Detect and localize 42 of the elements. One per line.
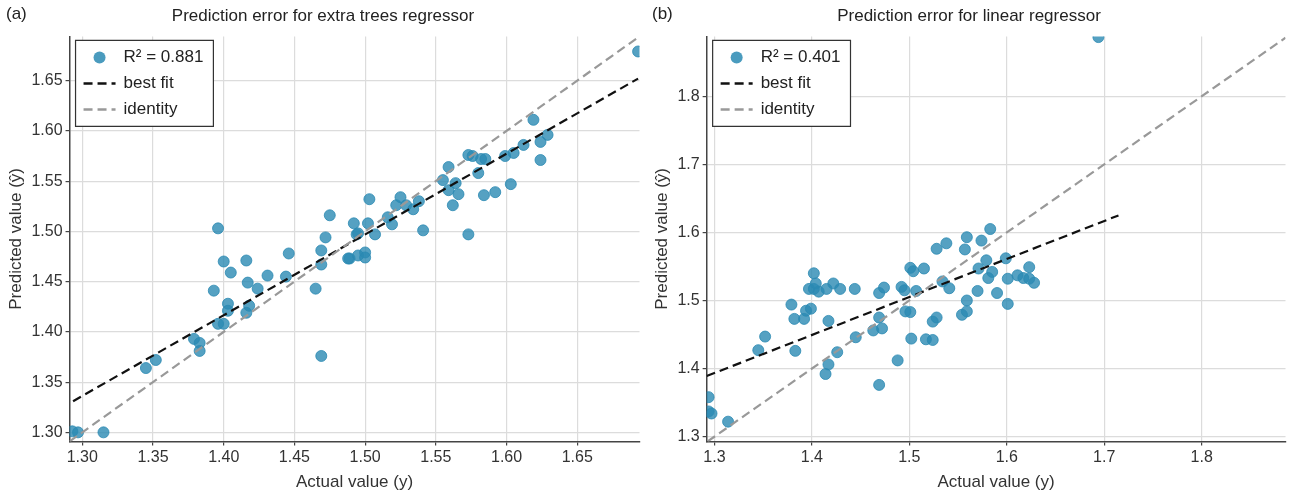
y-tick-label: 1.35 <box>31 372 63 390</box>
y-tick-label: 1.4 <box>677 358 700 376</box>
x-tick-label: 1.45 <box>278 448 311 466</box>
x-tick-label: 1.4 <box>800 448 824 466</box>
x-tick-label: 1.6 <box>995 448 1019 466</box>
legend-label: R² = 0.881 <box>123 47 204 67</box>
legend-label: identity <box>123 99 178 119</box>
x-tick-label: 1.8 <box>1190 448 1213 466</box>
legend-label: R² = 0.401 <box>760 47 841 67</box>
y-axis-title: Predicted value (ŷ) <box>651 168 671 310</box>
y-tick-label: 1.40 <box>31 322 63 340</box>
legend-label: identity <box>760 99 816 119</box>
y-tick-label: 1.55 <box>31 171 63 189</box>
legend-label: best fit <box>123 73 174 93</box>
y-tick-label: 1.30 <box>31 422 63 440</box>
chart-title: Prediction error for linear regressor <box>837 5 1102 25</box>
y-tick-label: 1.60 <box>31 121 63 139</box>
text: (b) <box>652 4 673 24</box>
y-tick-label: 1.50 <box>31 221 63 239</box>
text: (a) <box>6 4 27 24</box>
chart-title: Prediction error for extra trees regressor <box>171 5 475 25</box>
x-tick-label: 1.3 <box>703 448 726 466</box>
y-tick-label: 1.3 <box>677 427 700 445</box>
y-axis-title: Predicted value (ŷ) <box>5 168 25 310</box>
x-axis-title: Actual value (y) <box>937 472 1055 492</box>
y-tick-label: 1.65 <box>31 71 63 89</box>
y-tick-label: 1.7 <box>677 154 700 172</box>
x-tick-label: 1.40 <box>208 448 240 466</box>
x-tick-label: 1.35 <box>137 448 169 466</box>
x-tick-label: 1.5 <box>898 448 921 466</box>
y-tick-label: 1.5 <box>677 290 700 308</box>
x-tick-label: 1.30 <box>66 448 98 466</box>
x-tick-label: 1.55 <box>420 448 452 466</box>
legend-label: best fit <box>760 73 811 93</box>
y-tick-label: 1.6 <box>677 222 700 240</box>
y-tick-label: 1.8 <box>677 86 700 104</box>
x-tick-label: 1.7 <box>1093 448 1116 466</box>
x-tick-label: 1.60 <box>490 448 523 466</box>
y-tick-label: 1.45 <box>31 272 63 290</box>
x-tick-label: 1.50 <box>349 448 381 466</box>
x-tick-label: 1.65 <box>561 448 593 466</box>
x-axis-title: Actual value (y) <box>295 472 414 492</box>
